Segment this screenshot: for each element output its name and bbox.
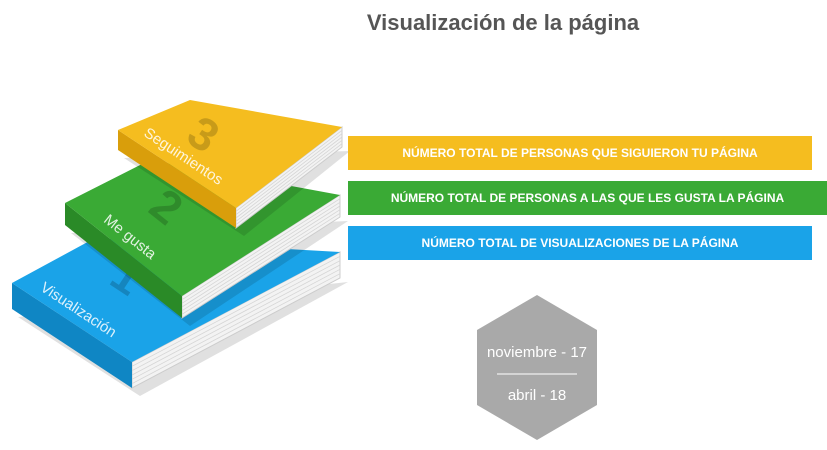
page-line xyxy=(131,260,341,372)
book-cover xyxy=(118,100,342,208)
page-line xyxy=(181,209,341,312)
page-line xyxy=(235,136,343,219)
book-spine xyxy=(12,283,132,388)
period-from: noviembre - 17 xyxy=(487,344,587,361)
page-line xyxy=(235,133,343,215)
page-line xyxy=(235,140,343,222)
banner xyxy=(348,226,812,260)
page-line xyxy=(181,205,341,308)
page-line xyxy=(181,198,341,301)
page-line xyxy=(235,130,343,212)
banner xyxy=(348,181,827,215)
banner xyxy=(348,136,812,170)
page-line xyxy=(131,255,341,367)
banner-text: NÚMERO TOTAL DE PERSONAS A LAS QUE LES G… xyxy=(391,190,785,205)
banner-text: NÚMERO TOTAL DE PERSONAS QUE SIGUIERON T… xyxy=(402,145,758,160)
book-spine xyxy=(65,203,182,318)
book-spine xyxy=(118,130,236,228)
period-to: abril - 18 xyxy=(508,387,566,404)
page-line xyxy=(181,201,341,304)
page-line xyxy=(131,273,341,385)
page-line xyxy=(235,143,343,225)
page-line xyxy=(131,268,341,380)
page-line xyxy=(131,264,341,376)
hexagon xyxy=(477,295,597,440)
title: Visualización de la página xyxy=(367,10,640,35)
page-line xyxy=(181,212,341,315)
banner-text: NÚMERO TOTAL DE VISUALIZACIONES DE LA PÁ… xyxy=(422,235,739,250)
